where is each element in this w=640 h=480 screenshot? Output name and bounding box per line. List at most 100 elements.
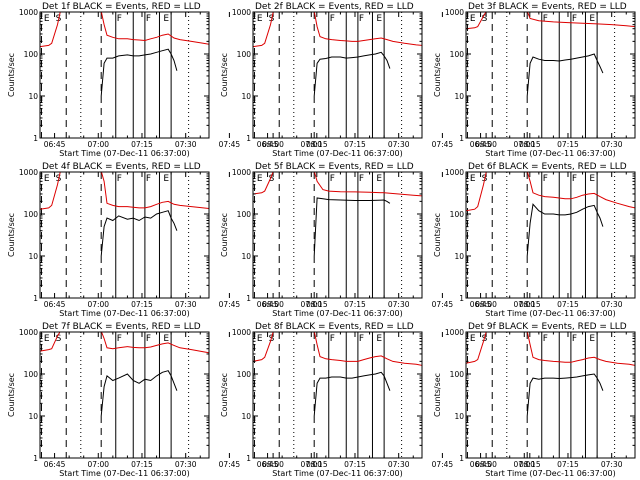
series-group xyxy=(253,332,422,417)
y-axis-label: Counts/sec xyxy=(220,213,229,257)
y-tick-label: 1000 xyxy=(445,328,464,337)
interval-marker: F xyxy=(117,174,122,184)
y-tick-label: 1000 xyxy=(19,8,38,17)
x-tick-label: 08:00 xyxy=(262,300,284,309)
x-tick-label: 07:30 xyxy=(601,300,623,309)
y-axis-label: Counts/sec xyxy=(7,213,16,257)
events-series-line xyxy=(100,48,178,97)
y-axis-label: Counts/sec xyxy=(220,373,229,417)
interval-lines xyxy=(40,332,190,458)
interval-lines xyxy=(253,172,403,298)
y-tick-label: 10 xyxy=(28,92,38,101)
x-tick-label: 07:00 xyxy=(513,140,535,149)
plot-frame xyxy=(39,11,210,139)
y-axis: 1 10 100 1000 Counts/sec xyxy=(7,168,209,303)
x-tick-label: 08:00 xyxy=(262,460,284,469)
interval-marker: F xyxy=(117,14,122,24)
panel-title: Det 8f BLACK = Events, RED = LLD xyxy=(255,322,414,332)
interval-marker: E xyxy=(257,174,263,184)
x-axis-label: Start Time (07-Dec-11 06:37:00) xyxy=(485,469,616,478)
x-tick-label: 06:45 xyxy=(257,460,279,469)
x-tick-label: 06:45 xyxy=(257,140,279,149)
series-group xyxy=(253,172,422,257)
y-axis-label: Counts/sec xyxy=(220,53,229,97)
y-axis-label: Counts/sec xyxy=(433,53,442,97)
panel-title: Det 9f BLACK = Events, RED = LLD xyxy=(468,322,627,332)
interval-marker: E xyxy=(589,334,595,344)
x-tick-label: 07:30 xyxy=(601,460,623,469)
y-tick-label: 1 xyxy=(33,134,38,143)
x-tick-label: 07:00 xyxy=(300,300,322,309)
x-axis-label: Start Time (07-Dec-11 06:37:00) xyxy=(272,309,403,318)
events-series-line xyxy=(526,53,604,97)
x-tick-label: 07:00 xyxy=(300,460,322,469)
x-tick-label: 07:45 xyxy=(432,460,454,469)
interval-marker: F xyxy=(359,14,364,24)
interval-marker: E xyxy=(44,174,50,184)
x-tick-label: 08:15 xyxy=(306,460,328,469)
y-axis-label: Counts/sec xyxy=(7,53,16,97)
y-axis: 1 10 100 1000 Counts/sec xyxy=(220,8,422,143)
interval-lines xyxy=(466,332,616,458)
interval-marker: E xyxy=(163,174,169,184)
y-tick-label: 10 xyxy=(241,412,251,421)
y-axis: 1 10 100 1000 Counts/sec xyxy=(220,328,422,463)
x-tick-label: 07:00 xyxy=(300,140,322,149)
events-series-line xyxy=(100,370,178,417)
y-axis: 1 10 100 1000 Counts/sec xyxy=(433,8,635,143)
x-tick-label: 07:30 xyxy=(175,140,197,149)
series-group xyxy=(40,332,209,417)
x-tick-label: 07:15 xyxy=(557,460,579,469)
interval-marker: E xyxy=(470,174,476,184)
y-axis-label: Counts/sec xyxy=(7,373,16,417)
interval-marker: E xyxy=(163,334,169,344)
interval-marker: E xyxy=(376,334,382,344)
events-series-line xyxy=(313,51,391,97)
interval-marker: E xyxy=(257,334,263,344)
interval-lines xyxy=(253,332,403,458)
x-tick-label: 06:45 xyxy=(470,460,492,469)
x-tick-label: 08:00 xyxy=(475,140,497,149)
x-axis: 06:4507:0007:1507:3007:4508:0008:15Start… xyxy=(470,332,627,478)
panel-title: Det 4f BLACK = Events, RED = LLD xyxy=(42,162,201,172)
plot-frame xyxy=(252,171,423,299)
y-tick-label: 1 xyxy=(459,134,464,143)
lld-series-line xyxy=(253,12,422,48)
plot-frame xyxy=(465,171,636,299)
interval-marker: E xyxy=(589,14,595,24)
y-axis: 1 10 100 1000 Counts/sec xyxy=(7,8,209,143)
interval-marker: F xyxy=(330,14,335,24)
y-tick-label: 10 xyxy=(241,92,251,101)
interval-marker: F xyxy=(572,334,577,344)
panel-title: Det 5f BLACK = Events, RED = LLD xyxy=(255,162,414,172)
y-tick-label: 1 xyxy=(246,454,251,463)
events-series-line xyxy=(526,373,604,417)
x-tick-label: 06:45 xyxy=(44,300,66,309)
interval-marker: S xyxy=(269,174,275,184)
y-tick-label: 100 xyxy=(450,370,465,379)
x-axis-label: Start Time (07-Dec-11 06:37:00) xyxy=(59,309,190,318)
panel-title: Det 1f BLACK = Events, RED = LLD xyxy=(42,2,201,12)
x-tick-label: 07:45 xyxy=(432,140,454,149)
x-tick-label: 07:45 xyxy=(432,300,454,309)
panel-title: Det 7f BLACK = Events, RED = LLD xyxy=(42,322,201,332)
events-series-line xyxy=(313,371,391,417)
interval-marker: F xyxy=(572,174,577,184)
x-axis-label: Start Time (07-Dec-11 06:37:00) xyxy=(485,149,616,158)
x-tick-label: 07:15 xyxy=(344,300,366,309)
events-series-line xyxy=(313,197,391,257)
y-axis: 1 10 100 1000 Counts/sec xyxy=(7,328,209,463)
y-tick-label: 10 xyxy=(241,252,251,261)
events-series-line xyxy=(526,203,604,257)
